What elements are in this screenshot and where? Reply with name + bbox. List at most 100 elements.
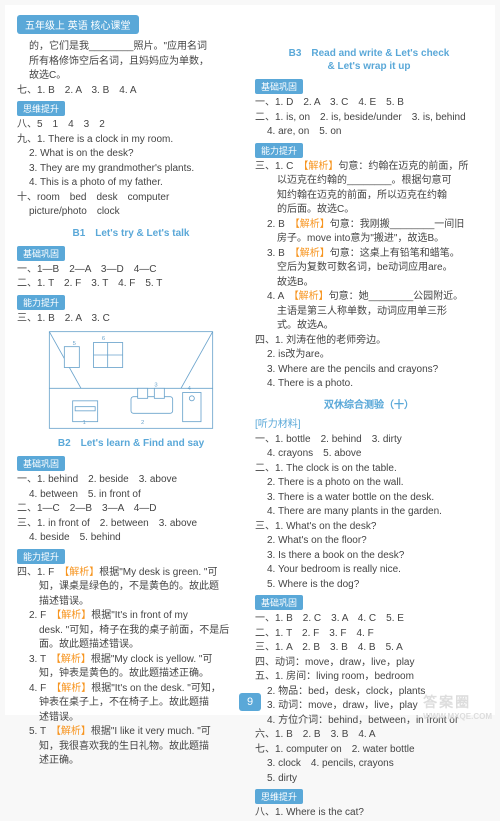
svg-text:1: 1: [83, 420, 86, 426]
text-line: 4. There is a photo.: [255, 377, 483, 392]
text-line: 2. There is a photo on the wall.: [255, 476, 483, 491]
text-line: 二、1—C 2—B 3—A 4—D: [17, 502, 245, 517]
q-prefix: 5. T: [29, 726, 56, 737]
text-line: 二、1. The clock is on the table.: [255, 462, 483, 477]
subheader: B2 Let's learn & Find and say: [17, 434, 245, 449]
text-line: 的后面。故选C。: [255, 203, 483, 218]
q-prefix: 2. F: [29, 610, 56, 621]
text: 句意：约翰在迈克的前面，所: [338, 161, 468, 172]
text-line: 主语是第三人称单数，动词应用单三形: [255, 305, 483, 320]
text-line: 描述错误。: [17, 595, 245, 610]
text-line: 2. F 【解析】根据"It's in front of my: [17, 609, 245, 624]
text-line: 三、1. C 【解析】句意：约翰在迈克的前面，所: [255, 160, 483, 175]
page-header-tab: 五年级上 英语 核心课堂: [17, 15, 139, 34]
text: 根据"It's in front of my: [91, 610, 188, 621]
svg-text:3: 3: [154, 383, 157, 389]
text-line: 5. dirty: [255, 772, 483, 787]
text-line: 八、1. Where is the cat?: [255, 806, 483, 821]
text-line: 4. crayons 5. above: [255, 447, 483, 462]
text-line: 四、1. F 【解析】根据"My desk is green. "可: [17, 566, 245, 581]
text-line: 述错误。: [17, 711, 245, 726]
watermark: 答案圈 WWW.MXQE.COM: [423, 692, 492, 721]
text-line: 所有格修饰空后名词，且妈妈应为单数，: [17, 55, 245, 70]
text-line: 4. beside 5. behind: [17, 531, 245, 546]
text-line: 3. There is a water bottle on the desk.: [255, 491, 483, 506]
q-prefix: 2. B: [267, 219, 295, 230]
text-line: 二、1. T 2. F 3. F 4. F: [255, 627, 483, 642]
text-line: 4. between 5. in front of: [17, 488, 245, 503]
text: 句意：她________公园附近。: [329, 291, 464, 302]
text-line: 五、1. 房间：living room，bedroom: [255, 670, 483, 685]
explain-tag: 【解析】: [56, 683, 91, 694]
text: 根据"It's on the desk. "可知，: [91, 683, 221, 694]
text: 根据"I like it very much. "可: [91, 726, 211, 737]
watermark-text: 答案圈: [423, 694, 471, 710]
svg-text:2: 2: [141, 420, 144, 426]
text-line: 3. Is there a book on the desk?: [255, 549, 483, 564]
text-line: 2. B 【解析】句意：我刚搬________一间旧: [255, 218, 483, 233]
q-prefix: 三、1. C: [255, 161, 303, 172]
text-line: 七、1. B 2. A 3. B 4. A: [17, 84, 245, 99]
text-line: 故选C。: [17, 69, 245, 84]
text-line: 4. F 【解析】根据"It's on the desk. "可知，: [17, 682, 245, 697]
text-line: 八、5 1 4 3 2: [17, 118, 245, 133]
text-line: 面。故此题描述错误。: [17, 638, 245, 653]
section-tag: 基础巩固: [17, 246, 65, 261]
text-line: 5. Where is the dog?: [255, 578, 483, 593]
subheader: 双休综合测验（十）: [255, 396, 483, 411]
q-prefix: 四、1. F: [17, 567, 64, 578]
watermark-sub: WWW.MXQE.COM: [423, 712, 492, 721]
text-line: 九、1. There is a clock in my room.: [17, 133, 245, 148]
section-tag: 思维提升: [255, 789, 303, 804]
explain-tag: 【解析】: [295, 219, 330, 230]
text-line: 四、1. 刘涛在他的老师旁边。: [255, 334, 483, 349]
explain-tag: 【解析】: [64, 567, 99, 578]
text-line: 钟表在桌子上，不在椅子上。故此题描: [17, 696, 245, 711]
text-line: 二、1. is, on 2. is, beside/under 3. is, b…: [255, 111, 483, 126]
text-line: 以迈克在约翰的________。根据句意可: [255, 174, 483, 189]
text-line: 4. Your bedroom is really nice.: [255, 563, 483, 578]
text-line: 知，我很喜欢我的生日礼物。故此题描: [17, 740, 245, 755]
text-line: 知，钟表是黄色的。故此题描述正确。: [17, 667, 245, 682]
q-prefix: 4. F: [29, 683, 56, 694]
subheader: B1 Let's try & Let's talk: [17, 224, 245, 239]
page-container: 五年级上 英语 核心课堂 的，它们是我________照片。"应用名词 所有格修…: [5, 5, 495, 715]
section-tag: 思维提升: [17, 101, 65, 116]
text-line: 一、1. D 2. A 3. C 4. E 5. B: [255, 96, 483, 111]
text-line: 空后为复数可数名词，be动词应用are。: [255, 261, 483, 276]
text-line: 2. What's on the floor?: [255, 534, 483, 549]
text-line: 二、1. T 2. F 3. T 4. F 5. T: [17, 277, 245, 292]
text-line: 三、1. What's on the desk?: [255, 520, 483, 535]
text-line: 三、1. in front of 2. between 3. above: [17, 517, 245, 532]
section-tag: 能力提升: [17, 549, 65, 564]
explain-tag: 【解析】: [56, 610, 91, 621]
q-prefix: 3. T: [29, 654, 56, 665]
text-line: 3. They are my grandmother's plants.: [17, 162, 245, 177]
text-line: 3. clock 4. pencils, crayons: [255, 757, 483, 772]
text-line: 一、1—B 2—A 3—D 4—C: [17, 263, 245, 278]
text-line: 十、room bed desk computer: [17, 191, 245, 206]
q-prefix: 3. B: [267, 248, 295, 259]
text: 句意：这桌上有铅笔和蜡笔。: [330, 248, 460, 259]
text-line: 四、动词：move，draw，live，play: [255, 656, 483, 671]
text-line: 2. is改为are。: [255, 348, 483, 363]
q-prefix: 4. A: [267, 291, 294, 302]
section-tag: 基础巩固: [255, 595, 303, 610]
text-line: 三、1. B 2. A 3. C: [17, 312, 245, 327]
section-tag: 能力提升: [17, 295, 65, 310]
explain-tag: 【解析】: [303, 161, 338, 172]
text-line: 3. T 【解析】根据"My clock is yellow. "可: [17, 653, 245, 668]
text-line: 式。故选A。: [255, 319, 483, 334]
explain-tag: 【解析】: [294, 291, 329, 302]
text-line: 一、1. B 2. C 3. A 4. C 5. E: [255, 612, 483, 627]
text-line: 知，课桌是绿色的，不是黄色的。故此题: [17, 580, 245, 595]
subheader: B3 Read and write & Let's check: [255, 44, 483, 59]
text: 根据"My desk is green. "可: [99, 567, 217, 578]
text-line: 六、1. B 2. B 3. B 4. A: [255, 728, 483, 743]
section-tag: 基础巩固: [255, 79, 303, 94]
subheader: & Let's wrap it up: [255, 61, 483, 72]
text-line: 的，它们是我________照片。"应用名词: [17, 40, 245, 55]
svg-text:5: 5: [73, 341, 76, 347]
section-tag: 基础巩固: [17, 456, 65, 471]
room-illustration: 6 5 4 3 2 1: [46, 330, 216, 430]
